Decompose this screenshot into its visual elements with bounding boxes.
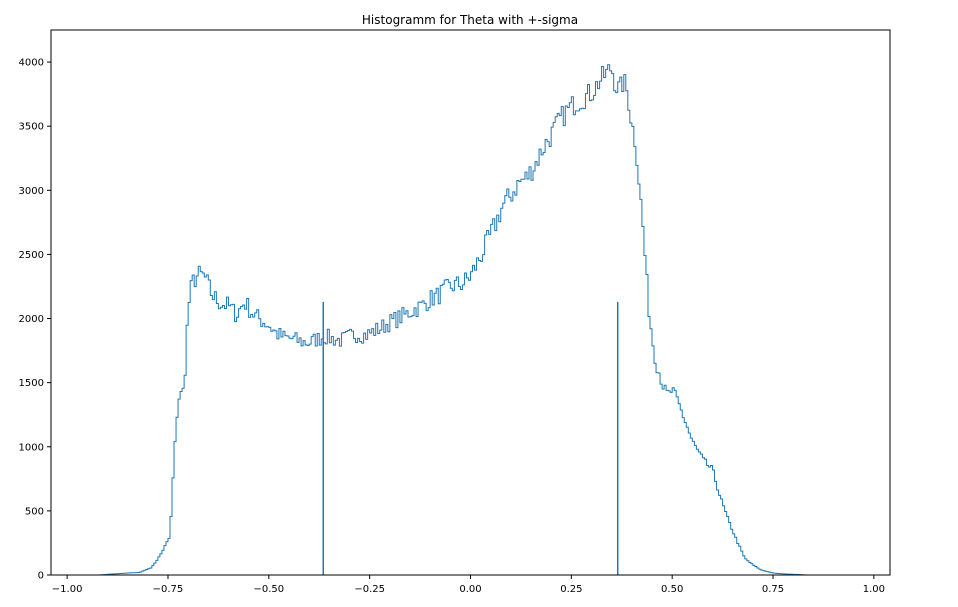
- x-tick-label: 0.00: [459, 584, 481, 595]
- histogram-layer: [98, 64, 806, 576]
- x-tick-label: 0.50: [661, 584, 683, 595]
- x-tick-label: −0.25: [354, 584, 385, 595]
- histogram-step-line: [98, 64, 806, 576]
- sigma-lines-layer: [322, 301, 619, 575]
- y-tick-label: 0: [38, 571, 44, 582]
- x-axis: −1.00 −0.75 −0.50 −0.25 0.00 0.25 0.50 0.75 1.00: [52, 575, 885, 595]
- x-tick-label: 0.75: [762, 584, 784, 595]
- y-tick-label: 3000: [19, 186, 44, 197]
- y-tick-label: 4000: [19, 58, 44, 69]
- y-tick-label: 2500: [19, 250, 44, 261]
- x-tick-label: 0.25: [560, 584, 582, 595]
- y-tick-label: 2000: [19, 314, 44, 325]
- plot-frame: [50, 29, 891, 576]
- x-tick-label: −1.00: [52, 584, 83, 595]
- x-tick-label: −0.75: [153, 584, 184, 595]
- x-tick-label: 1.00: [863, 584, 885, 595]
- y-tick-label: 500: [25, 506, 44, 517]
- y-tick-label: 1500: [19, 378, 44, 389]
- chart-title: Histogramm for Theta with +-sigma: [362, 13, 578, 27]
- y-axis: 0 500 1000 1500 2000 2500 3000 3500 4000: [19, 58, 51, 582]
- y-tick-label: 1000: [19, 442, 44, 453]
- x-tick-label: −0.50: [253, 584, 284, 595]
- y-tick-label: 3500: [19, 122, 44, 133]
